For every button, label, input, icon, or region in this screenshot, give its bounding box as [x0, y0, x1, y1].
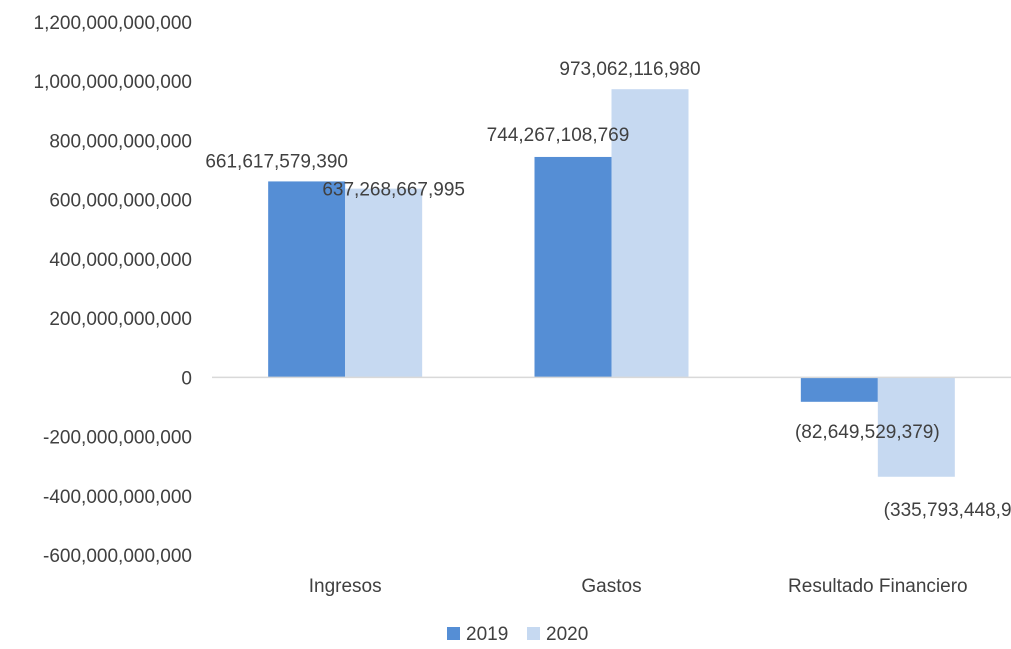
category-label: Resultado Financiero — [788, 576, 968, 597]
category-label: Gastos — [581, 576, 641, 597]
y-axis: 1,200,000,000,000 1,000,000,000,000 800,00… — [34, 13, 193, 567]
y-tick-label: 800,000,000,000 — [49, 131, 192, 152]
data-label: (335,793,448,984) — [884, 500, 1011, 521]
legend: 2019 2020 — [447, 624, 588, 645]
data-label: 973,062,116,980 — [559, 59, 700, 80]
bar-2020-ingresos — [345, 188, 423, 378]
bar-2020-gastos — [611, 89, 689, 378]
bar-2019-resultado-financiero — [800, 377, 878, 402]
bar-2019-ingresos — [268, 181, 346, 378]
data-label: (82,649,529,379) — [795, 422, 940, 443]
x-axis: Ingresos Gastos Resultado Financiero — [309, 576, 968, 597]
data-label: 744,267,108,769 — [487, 125, 630, 146]
y-tick-label: 400,000,000,000 — [49, 250, 192, 271]
legend-swatch — [527, 627, 540, 640]
legend-swatch — [447, 627, 460, 640]
y-tick-label: 200,000,000,000 — [49, 309, 192, 330]
data-label: 661,617,579,390 — [205, 151, 348, 172]
y-tick-label: 0 — [181, 368, 192, 389]
bar-2020-resultado-financiero — [877, 377, 955, 477]
bar-2019-gastos — [534, 156, 612, 378]
y-tick-label: 1,000,000,000,000 — [34, 72, 193, 93]
y-tick-label: -600,000,000,000 — [43, 546, 192, 567]
y-tick-label: -200,000,000,000 — [43, 428, 192, 449]
y-tick-label: -400,000,000,000 — [43, 487, 192, 508]
y-tick-label: 1,200,000,000,000 — [34, 13, 193, 34]
legend-label: 2020 — [546, 624, 588, 644]
y-tick-label: 600,000,000,000 — [49, 191, 192, 212]
legend-label: 2019 — [466, 624, 508, 644]
data-labels: 661,617,579,390 637,268,667,995 744,267,10… — [205, 59, 1011, 521]
category-label: Ingresos — [309, 576, 382, 597]
data-label: 637,268,667,995 — [322, 180, 465, 201]
bars — [268, 89, 955, 477]
